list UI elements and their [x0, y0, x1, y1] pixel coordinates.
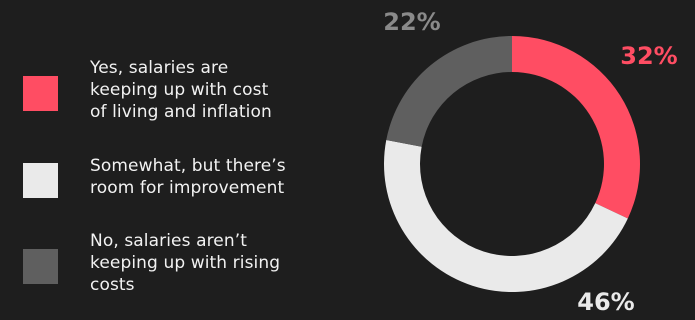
- legend-swatch-yes: [23, 76, 58, 111]
- legend-swatch-somewhat: [23, 163, 58, 198]
- legend-label-somewhat: Somewhat, but there’s room for improveme…: [90, 155, 320, 199]
- data-label-yes: 32%: [620, 42, 677, 70]
- donut-slice-somewhat: [383, 140, 628, 292]
- legend-label-no-line-3: costs: [90, 275, 135, 295]
- data-label-no: 22%: [383, 8, 440, 36]
- chart-legend: Yes, salaries are keeping up with cost o…: [0, 0, 340, 320]
- legend-label-no-line-1: No, salaries aren’t: [90, 231, 248, 251]
- donut-slice-no: [386, 36, 512, 147]
- legend-label-yes-line-1: Yes, salaries are: [90, 58, 229, 78]
- data-label-somewhat: 46%: [577, 288, 634, 316]
- legend-label-no-line-2: keeping up with rising: [90, 253, 281, 273]
- legend-label-yes-line-2: keeping up with cost: [90, 80, 269, 100]
- legend-label-no: No, salaries aren’t keeping up with risi…: [90, 230, 320, 296]
- legend-swatch-no: [23, 249, 58, 284]
- legend-label-yes: Yes, salaries are keeping up with cost o…: [90, 57, 320, 123]
- legend-label-somewhat-line-2: room for improvement: [90, 178, 285, 198]
- donut-slice-yes: [512, 36, 640, 219]
- legend-label-yes-line-3: of living and inflation: [90, 102, 272, 122]
- legend-label-somewhat-line-1: Somewhat, but there’s: [90, 156, 286, 176]
